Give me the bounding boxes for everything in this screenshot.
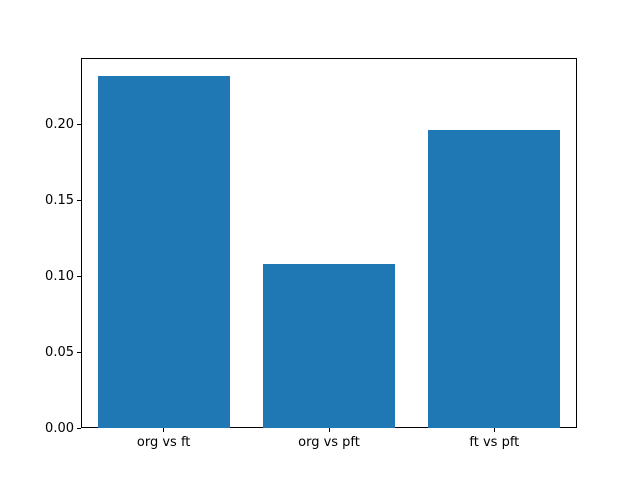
bar <box>262 263 396 428</box>
bar <box>97 75 230 428</box>
y-axis-tick-label: 0.05 <box>45 344 74 360</box>
y-tick-mark <box>77 199 81 201</box>
x-tick-mark <box>493 428 495 432</box>
x-tick-mark <box>328 428 330 432</box>
y-tick-mark <box>77 351 81 353</box>
y-tick-mark <box>77 427 81 429</box>
x-axis-tick-label: org vs pft <box>298 435 360 450</box>
y-axis-tick-label: 0.10 <box>45 268 74 284</box>
y-axis-tick-label: 0.15 <box>45 192 74 208</box>
y-axis-tick-label: 0.00 <box>45 420 74 436</box>
x-axis-tick-label: ft vs pft <box>469 435 520 450</box>
bar <box>428 130 561 428</box>
x-tick-mark <box>163 428 165 432</box>
y-axis-tick-label: 0.20 <box>45 116 74 132</box>
y-tick-mark <box>77 275 81 277</box>
x-axis-tick-label: org vs ft <box>136 435 191 450</box>
y-tick-mark <box>77 123 81 125</box>
